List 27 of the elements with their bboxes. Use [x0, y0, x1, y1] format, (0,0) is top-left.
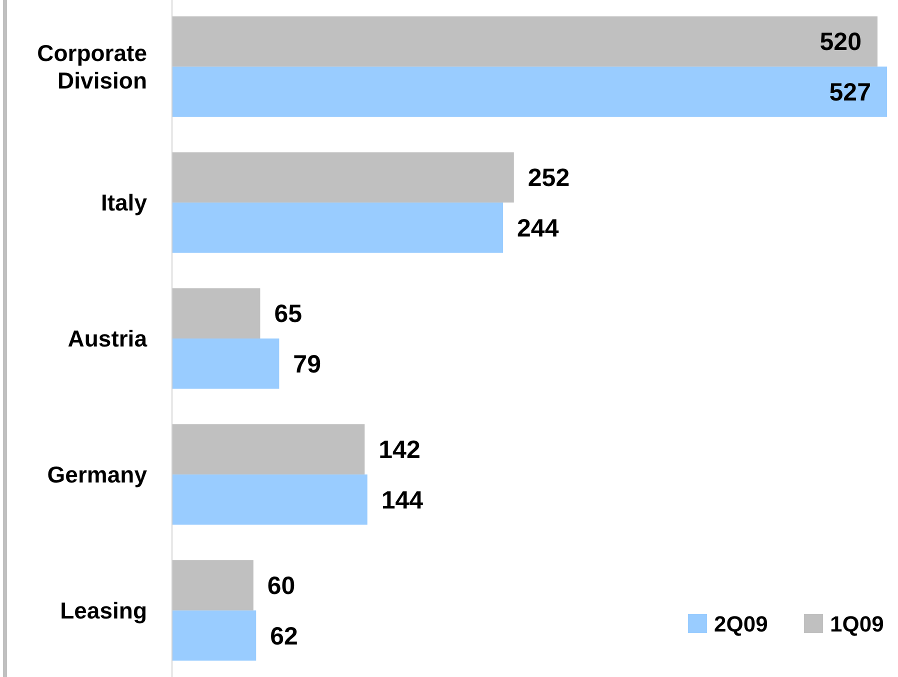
- y-tick-label: Austria: [68, 326, 148, 352]
- bar: [172, 288, 260, 338]
- data-label: 144: [381, 486, 424, 514]
- legend-label: 1Q09: [830, 612, 884, 637]
- data-label: 520: [820, 28, 862, 56]
- data-label: 79: [293, 350, 321, 378]
- bar: [172, 16, 878, 67]
- y-tick-label: Italy: [100, 190, 148, 216]
- data-label: 142: [378, 436, 420, 464]
- bar: [172, 152, 514, 203]
- legend-label: 2Q09: [714, 612, 768, 637]
- y-tick-label: Germany: [47, 461, 148, 488]
- bar: [172, 202, 504, 253]
- data-label: 60: [267, 572, 296, 600]
- bar: [172, 424, 365, 474]
- y-tick-label: Corporate Division: [37, 40, 147, 94]
- bar: [172, 338, 280, 389]
- data-label: 244: [517, 214, 559, 242]
- data-label: 65: [274, 300, 302, 328]
- bar: [172, 560, 254, 610]
- data-label: 62: [270, 622, 298, 650]
- bar: [172, 610, 256, 661]
- bar: [172, 474, 368, 525]
- y-tick-label: Leasing: [60, 597, 147, 624]
- data-label: 527: [829, 78, 871, 107]
- data-label: 252: [528, 164, 570, 192]
- bar: [172, 66, 887, 117]
